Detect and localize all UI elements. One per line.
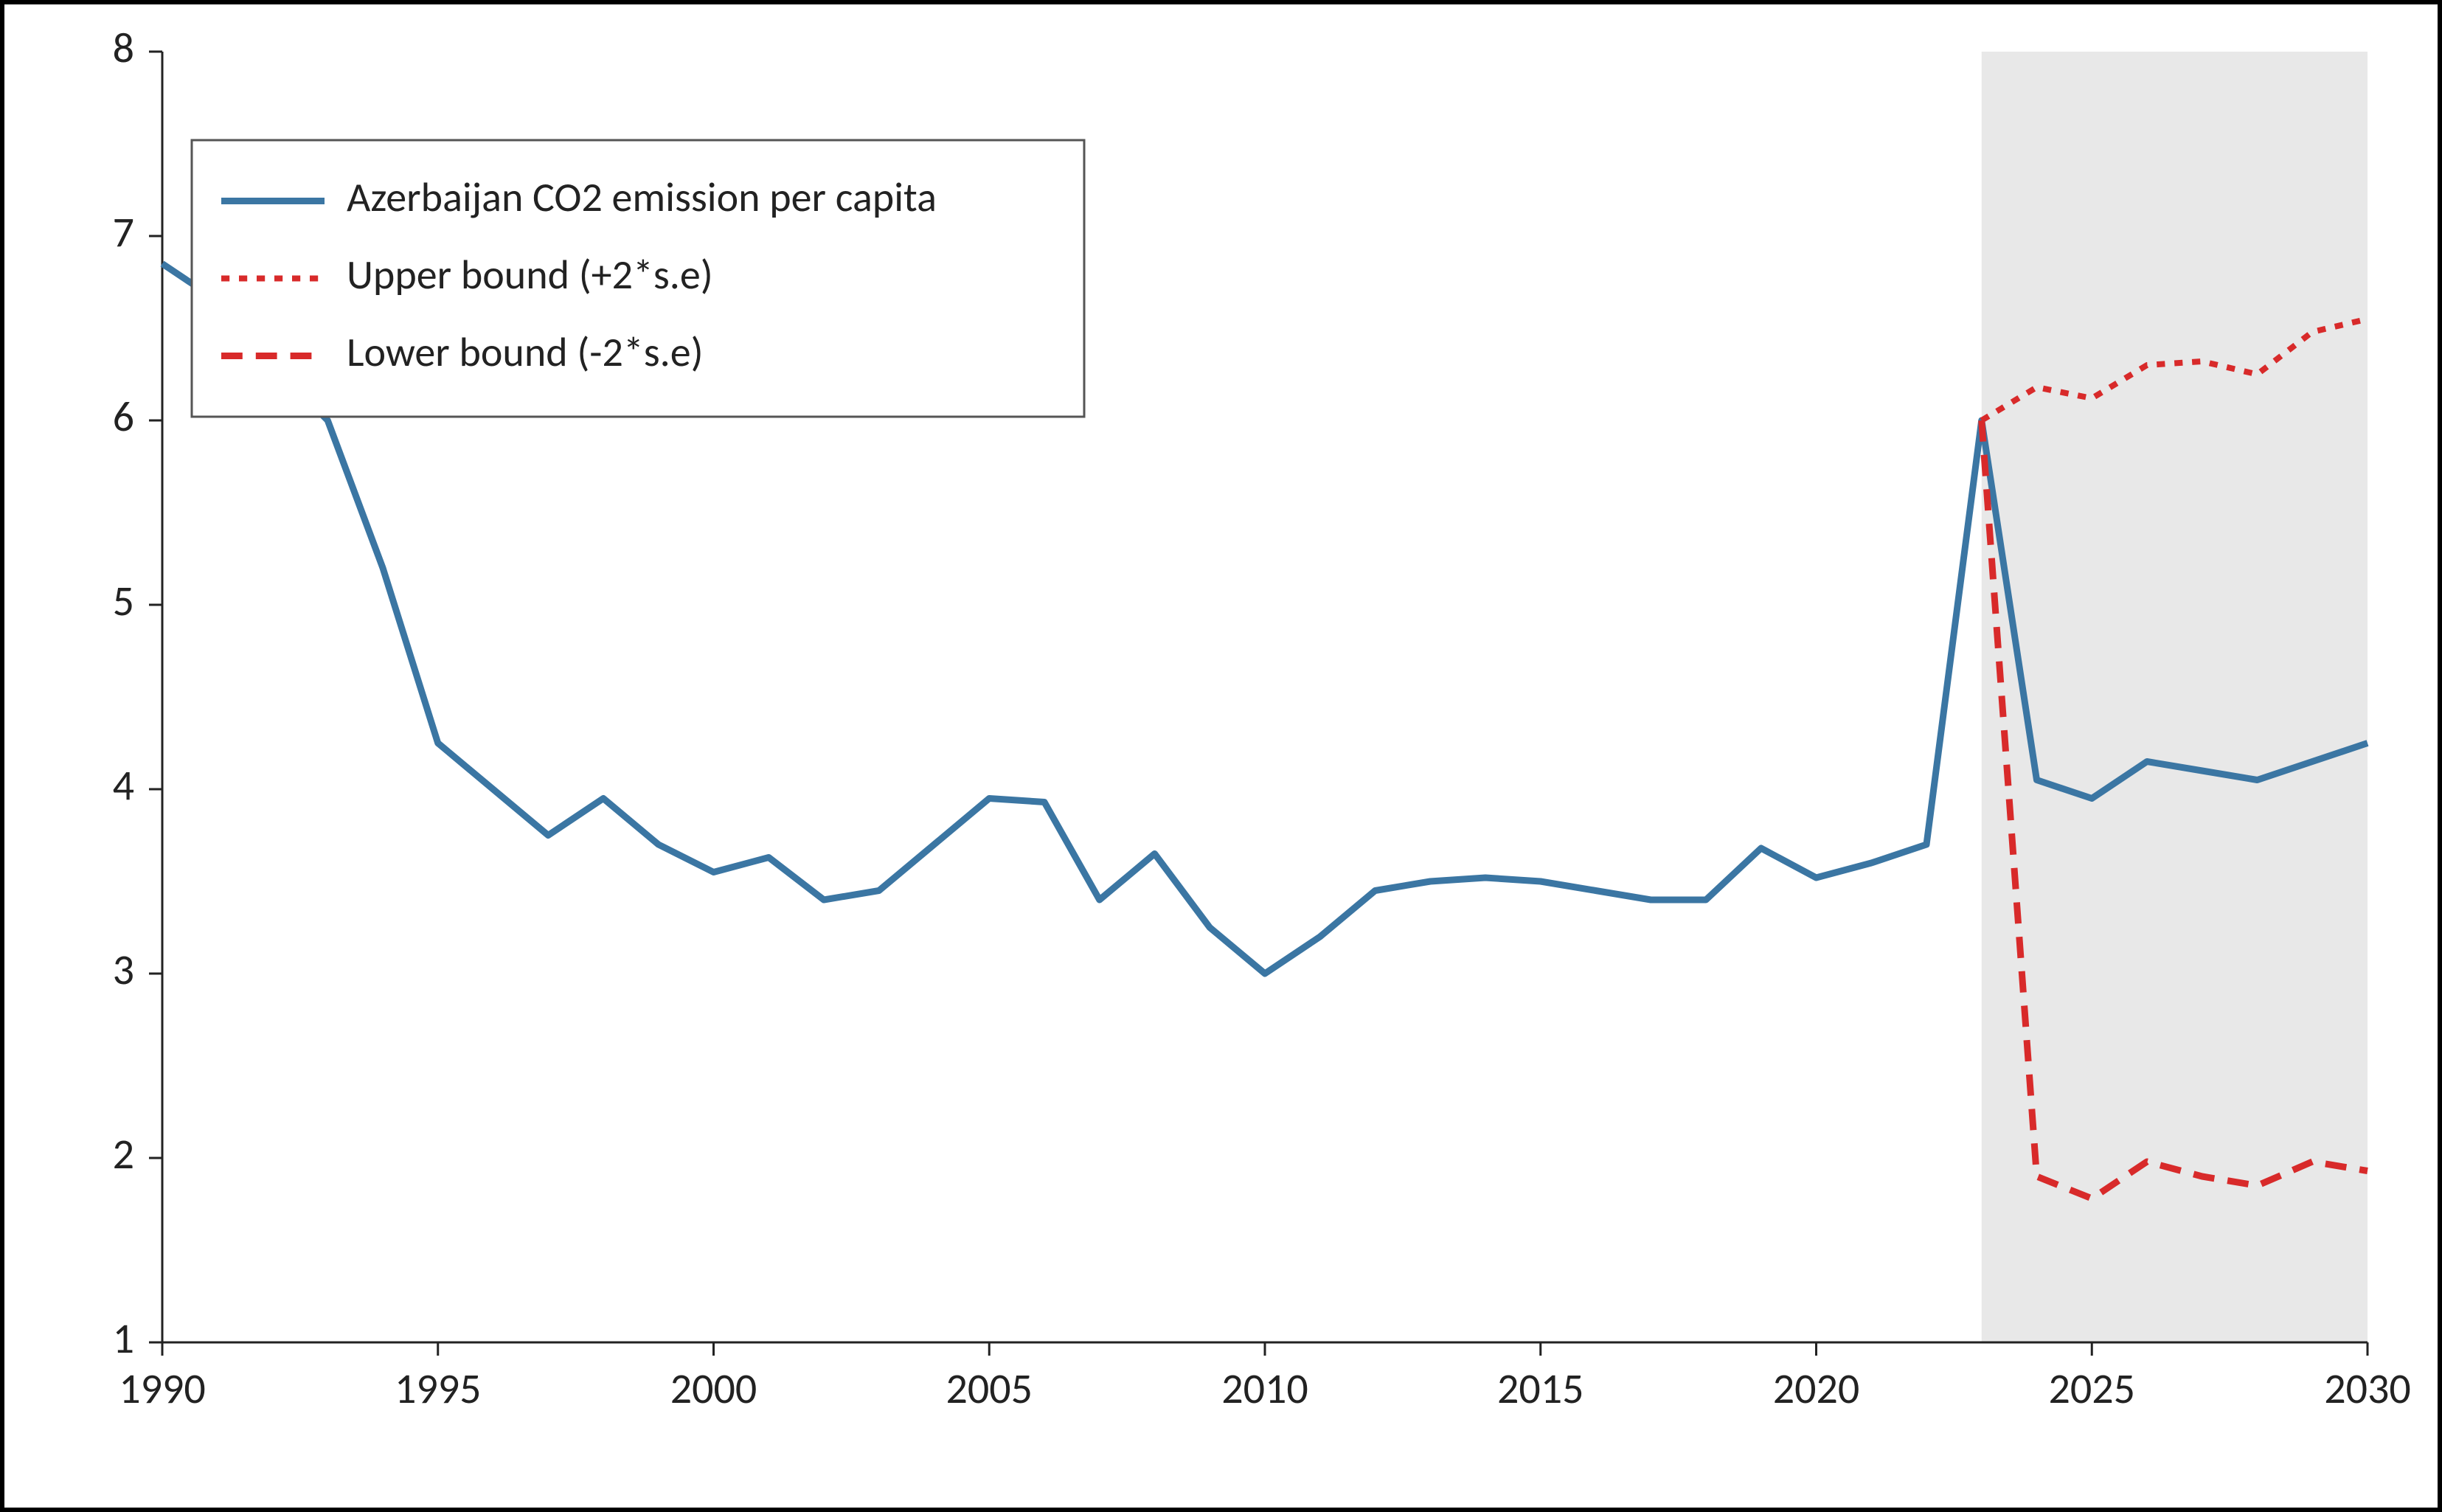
legend: Azerbaijan CO2 emission per capita Upper … [192,140,1084,417]
y-tick-label: 6 [113,390,134,443]
y-tick-label: 4 [113,759,134,811]
y-tick-label: 8 [113,21,134,74]
legend-label-upper: Upper bound (+2*s.e) [347,250,713,300]
co2-line-chart: 1 2 3 4 5 6 7 8 1990 1995 2000 2005 2010 2015 2020 2025… [0,0,2442,1512]
x-tick-label: 2025 [2048,1362,2135,1415]
forecast-band [1982,52,2368,1342]
chart-container: 1 2 3 4 5 6 7 8 1990 1995 2000 2005 2010 2015 2020 2025… [0,0,2442,1512]
x-tick-label: 1990 [119,1362,206,1415]
x-tick-label: 1995 [395,1362,482,1415]
x-tick-label: 2030 [2324,1362,2411,1415]
x-tick-label: 2005 [946,1362,1033,1415]
y-tick-label: 2 [113,1128,134,1180]
x-tick-label: 2010 [1221,1362,1308,1415]
x-tick-label: 2015 [1497,1362,1584,1415]
x-tick-label: 2020 [1773,1362,1860,1415]
y-tick-label: 1 [113,1312,134,1364]
legend-label-lower: Lower bound (-2*s.e) [347,327,704,378]
y-tick-label: 3 [113,943,134,996]
y-tick-label: 7 [113,206,134,258]
y-tick-label: 5 [113,575,134,627]
legend-label-main: Azerbaijan CO2 emission per capita [347,173,937,223]
x-tick-label: 2000 [670,1362,757,1415]
